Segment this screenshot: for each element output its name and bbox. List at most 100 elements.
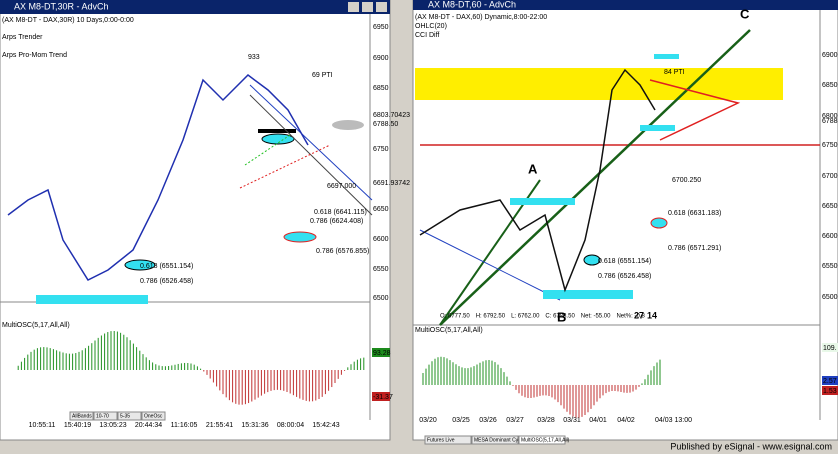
zone bbox=[36, 295, 148, 304]
annotation: 6700.250 bbox=[672, 177, 701, 184]
annotation: 0.618 (6551.154) bbox=[140, 263, 193, 270]
y-axis-label: 6788.50 bbox=[373, 121, 398, 128]
wave-label: A bbox=[528, 161, 538, 176]
ohlc-info: C: 6788.50 bbox=[545, 314, 575, 320]
x-axis-label: 03/20 bbox=[419, 417, 437, 424]
y-axis-label: 6900 bbox=[822, 52, 838, 59]
y-axis-label: 6700 bbox=[822, 173, 838, 180]
footer: Published by eSignal - www.esignal.com bbox=[670, 441, 832, 451]
button[interactable] bbox=[69, 411, 94, 421]
y-axis-label: 6850 bbox=[373, 85, 389, 92]
left-window bbox=[0, 0, 391, 441]
ohlc-info: H: 6792.50 bbox=[476, 314, 506, 320]
y-axis-label: 6800 bbox=[822, 113, 838, 120]
btn-close[interactable] bbox=[376, 2, 387, 12]
y-axis-label: 6550 bbox=[373, 266, 389, 273]
zone bbox=[640, 125, 675, 131]
zone bbox=[654, 54, 679, 59]
x-axis-label: 10:55:11 bbox=[29, 422, 56, 429]
right-header: OHLC(20) bbox=[415, 23, 447, 30]
right-titlebar bbox=[413, 0, 838, 10]
tab-label: MultiOSC(5,17,All,All) bbox=[521, 437, 570, 443]
annotation: 0.618 (6641.115) bbox=[314, 209, 367, 216]
y-axis-label: 6600 bbox=[373, 236, 389, 243]
osc-label: 109. bbox=[823, 345, 837, 352]
target-oval bbox=[124, 259, 156, 271]
button[interactable] bbox=[141, 411, 166, 421]
y-axis-label: 6803.70423 bbox=[373, 112, 410, 119]
x-axis-label: 03/26 bbox=[479, 417, 497, 424]
btn-max[interactable] bbox=[362, 2, 373, 12]
right-title: AX M8-DT,60 - AdvCh bbox=[428, 0, 516, 9]
count: 27 bbox=[634, 310, 644, 320]
y-axis-label: 6950 bbox=[373, 24, 389, 31]
x-axis-label: 03/28 bbox=[537, 417, 555, 424]
y-axis-label: 6750 bbox=[822, 142, 838, 149]
study: Arps Trender bbox=[2, 34, 43, 41]
annotation: 0.786 (6576.855) bbox=[316, 248, 369, 255]
button-label: AllBands bbox=[72, 413, 92, 419]
osc-label: -31.37 bbox=[373, 394, 393, 401]
tab[interactable] bbox=[471, 435, 519, 445]
trend-line bbox=[244, 134, 291, 166]
right-header: CCI Diff bbox=[415, 32, 439, 39]
button[interactable] bbox=[93, 411, 118, 421]
annotation: 6697.000 bbox=[327, 183, 356, 190]
y-axis-label: 6750 bbox=[373, 146, 389, 153]
target-oval bbox=[332, 120, 364, 130]
y-axis-label: 6850 bbox=[822, 82, 838, 89]
zone bbox=[510, 198, 575, 205]
wave-label: B bbox=[557, 309, 566, 324]
wave-label: C bbox=[740, 6, 750, 21]
x-axis-label: 21:55:41 bbox=[206, 422, 233, 429]
x-axis-label: 04/02 bbox=[617, 417, 635, 424]
x-axis-label: 20:44:34 bbox=[135, 422, 162, 429]
target-oval bbox=[261, 133, 295, 145]
y-axis-label: 6650 bbox=[373, 206, 389, 213]
tab-label: MESA Dominant Cycle(C... bbox=[474, 437, 534, 443]
annotation: 0.786 (6571.291) bbox=[668, 245, 721, 252]
annotation: 0.618 (6551.154) bbox=[598, 258, 651, 265]
ohlc-info: O: 6777.50 bbox=[440, 314, 470, 320]
y-axis-label: 6500 bbox=[822, 294, 838, 301]
target-oval bbox=[583, 254, 601, 266]
zone bbox=[258, 129, 296, 133]
annotation: 933 bbox=[248, 54, 260, 61]
osc-label-box bbox=[372, 348, 390, 357]
ohlc-info: L: 6762.00 bbox=[511, 314, 540, 320]
annotation: 0.618 (6631.183) bbox=[668, 210, 721, 217]
tab[interactable] bbox=[518, 435, 566, 445]
y-axis-label: 6600 bbox=[822, 233, 838, 240]
left-titlebar bbox=[0, 0, 390, 14]
trend-line bbox=[419, 229, 561, 301]
button[interactable] bbox=[117, 411, 142, 421]
osc-label: 93.28 bbox=[373, 350, 391, 357]
button-label: OneOsc bbox=[144, 413, 163, 419]
osc-label-box bbox=[822, 343, 838, 352]
tab[interactable] bbox=[424, 435, 472, 445]
price-path bbox=[419, 68, 656, 293]
target-oval bbox=[283, 231, 317, 243]
x-axis-label: 03/25 bbox=[452, 417, 470, 424]
btn-min[interactable] bbox=[348, 2, 359, 12]
osc-label-box bbox=[372, 392, 390, 401]
y-axis-label: 6691.93742 bbox=[373, 180, 410, 187]
annotation: 0.786 (6526.458) bbox=[140, 278, 193, 285]
ohlc-info: Net: -55.00 bbox=[581, 314, 611, 320]
resistance-band bbox=[415, 68, 783, 100]
annotation: 0.786 (6526.458) bbox=[598, 273, 651, 280]
study: Arps Pro-Mom Trend bbox=[2, 52, 67, 59]
x-axis-label: 13:05:23 bbox=[99, 422, 126, 429]
y-axis-label: 6900 bbox=[373, 55, 389, 62]
trend-line bbox=[249, 94, 373, 216]
left-header: (AX M8-DT - DAX,30R) 10 Days,0:00-0:00 bbox=[2, 17, 134, 24]
x-axis-label: 15:42:43 bbox=[312, 422, 339, 429]
x-axis-label: 11:16:05 bbox=[171, 422, 198, 429]
count: 14 bbox=[647, 310, 657, 320]
trend-line bbox=[439, 29, 751, 326]
osc-title: MultiOSC(5,17,All,All) bbox=[415, 327, 483, 334]
zone bbox=[543, 290, 633, 299]
x-axis-label: 15:40:19 bbox=[64, 422, 91, 429]
